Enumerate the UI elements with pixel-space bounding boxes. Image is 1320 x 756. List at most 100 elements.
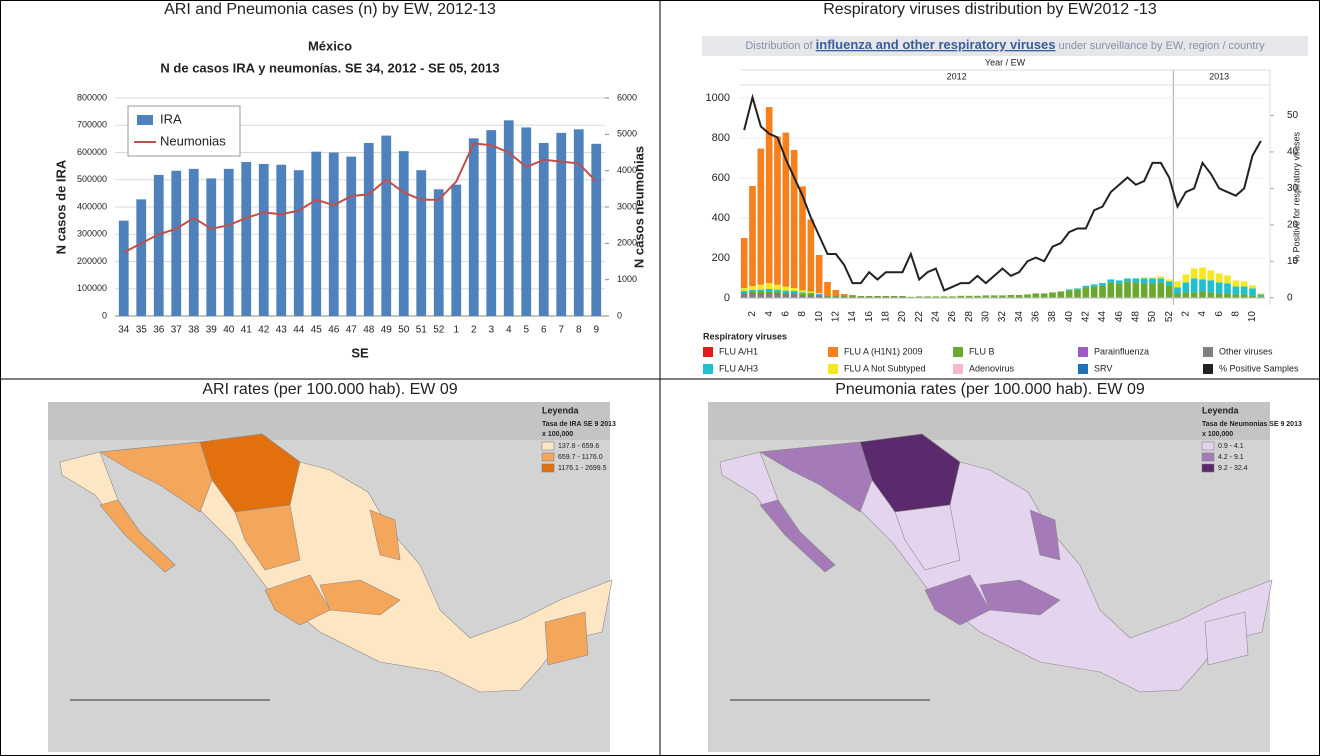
panel-title: ARI and Pneumonia cases (n) by EW, 2012-… [164,1,496,18]
bar-segment [1190,292,1198,298]
y-tick-label: 400000 [77,201,107,211]
x-axis-label: Year / EW [985,57,1026,67]
bar [153,174,164,316]
bar-segment [840,296,848,297]
line [123,142,597,254]
bar-segment [757,292,765,293]
x-tick-label: 44 [1097,311,1108,323]
y2-tick-label: 0 [1287,292,1293,303]
bar-segment [757,284,765,290]
bar-segment [1040,293,1048,298]
x-tick-label: 51 [416,325,428,336]
y-tick-label: 800 [712,132,730,144]
y-tick-label: 0 [102,310,107,320]
bar-segment [965,295,973,298]
bar-segment [1224,283,1231,294]
x-tick-label: 42 [1080,311,1091,323]
bar-segment [774,292,781,293]
legend-swatch [1201,452,1215,462]
bar-segment [1215,282,1223,294]
legend-label: FLU B [969,346,995,356]
bar [293,170,304,316]
x-tick-label: 28 [964,311,975,323]
chart-subtitle: N de casos IRA y neumonías. SE 34, 2012 … [160,60,499,75]
x-tick-label: 10 [814,311,825,323]
x-tick-label: 6 [541,325,547,336]
bar-segment [815,255,823,293]
bar-segment [774,293,781,298]
x-tick-label: 50 [1147,311,1158,323]
x-tick-label: 2 [1180,311,1191,317]
legend-label: FLU A Not Subtyped [844,363,926,373]
bar-segment [782,286,790,291]
bar-segment [1115,280,1123,284]
y-tick-label: 400 [712,212,730,224]
bar-segment [749,286,756,290]
x-tick-label: 2 [747,311,758,317]
banner-link[interactable]: influenza and other respiratory viruses [816,37,1056,52]
bar-segment [1082,285,1090,288]
map-region [1204,611,1249,666]
line [743,93,1262,292]
bar [398,151,409,316]
bar-segment [1057,291,1065,298]
bar-segment [1215,293,1223,298]
bar [468,138,479,316]
bar-segment [1132,282,1140,298]
bar-segment [790,294,798,298]
bar [171,170,182,316]
bar-segment [1232,286,1240,295]
bar-segment [832,296,840,297]
x-tick-label: 4 [506,325,512,336]
bar-segment [1249,285,1256,289]
bar-segment [1107,279,1115,283]
x-tick-label: 34 [118,325,130,336]
legend-swatch [1201,441,1215,451]
bar-segment [1149,277,1156,279]
bar-segment [749,290,756,292]
bar [346,156,357,316]
bar-segment [1065,289,1073,291]
y-tick-label: 1000 [706,92,730,104]
bar-segment [932,296,940,298]
legend-subtitle: Tasa de IRA SE 9 2013 [542,421,616,428]
legend-label: 1176.1 - 2699.5 [558,465,607,472]
y-tick-label: 600000 [77,147,107,157]
bar-segment [1182,282,1190,293]
x-tick-label: 16 [864,311,875,323]
bar-segment [790,150,798,288]
bar-segment [1240,294,1248,298]
x-tick-label: 8 [576,325,582,336]
legend-subtitle: Tasa de Neumonias SE 9 2013 [1202,421,1302,428]
x-tick-label: 34 [1014,311,1025,323]
legend-swatch [137,115,153,125]
map-region [369,509,401,561]
bar-segment [1015,295,1023,298]
y2-axis-label: % Positive for respiratory viruses [1291,131,1301,263]
x-tick-label: 38 [1047,311,1058,323]
panel-title: ARI rates (per 100.000 hab). EW 09 [202,381,457,398]
y-tick-label: 600 [712,172,730,184]
bar-segment [774,136,781,285]
x-tick-label: 24 [930,311,941,323]
bar-segment [915,296,923,298]
x-tick-label: 46 [328,325,340,336]
legend-label: FLU A (H1N1) 2009 [844,346,923,356]
bar-segment [782,294,790,298]
bar-segment [907,296,915,298]
bar-segment [899,296,906,297]
bar-segment [1157,278,1165,283]
legend-label: FLU A/H1 [719,346,758,356]
bar-segment [799,290,806,293]
x-tick-label: 7 [558,325,564,336]
y2-tick-label: 40 [1287,147,1299,158]
bar [206,178,217,316]
bar-segment [1257,294,1265,297]
bar [188,168,199,316]
legend-swatch [1203,364,1213,374]
bar-segment [1165,279,1173,282]
year-label: 2013 [1209,71,1229,81]
x-tick-label: 48 [1130,311,1141,323]
x-tick-label: 10 [1247,311,1258,323]
